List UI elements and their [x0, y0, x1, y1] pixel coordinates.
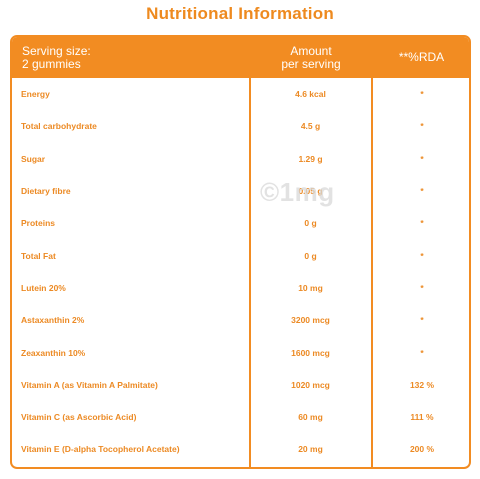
nutrient-name: Total Fat — [21, 250, 56, 261]
amount-per-serving: 0 g — [304, 250, 317, 261]
page-title: Nutritional Information — [146, 4, 334, 23]
column-divider — [371, 37, 373, 467]
table-row: Energy 4.6 kcal * — [12, 78, 469, 110]
nutrient-name: Vitamin A (as Vitamin A Palmitate) — [21, 379, 158, 390]
rda-value: 200 % — [409, 444, 435, 455]
amount-per-serving: 3200 mcg — [291, 315, 330, 326]
header-amount-line2: per serving — [281, 56, 341, 71]
table-header: Serving size: 2 gummies Amount per servi… — [12, 37, 469, 78]
amount-per-serving: 20 mg — [298, 444, 323, 455]
table-row: Total Fat 0 g * — [12, 239, 469, 271]
table-row: Astaxanthin 2% 3200 mcg * — [12, 304, 469, 336]
amount-per-serving: 1.29 g — [298, 153, 323, 164]
table-row: Vitamin C (as Ascorbic Acid) 60 mg 111 % — [12, 401, 469, 433]
table-row: Vitamin A (as Vitamin A Palmitate) 1020 m… — [12, 369, 469, 401]
header-serving-size-line2: 2 gummies — [22, 56, 81, 71]
nutrient-name: Sugar — [21, 153, 46, 164]
rda-value: * — [420, 250, 424, 261]
header-rda: **%RDA — [398, 50, 445, 64]
table-row: Lutein 20% 10 mg * — [12, 272, 469, 304]
rda-value: * — [420, 315, 424, 326]
nutrient-name: Lutein 20% — [21, 282, 66, 293]
header-serving-size: Serving size: 2 gummies — [12, 37, 250, 78]
header-amount: Amount per serving — [250, 37, 372, 78]
table-body: Energy 4.6 kcal * Total carbohydrate 4.5 g * S… — [12, 78, 469, 466]
rda-value: 132 % — [409, 379, 435, 390]
amount-per-serving: 10 mg — [298, 282, 323, 293]
table-row: Dietary fibre 0.05 g * — [12, 175, 469, 207]
nutrient-name: Energy — [21, 89, 50, 100]
table-row: Proteins 0 g * — [12, 207, 469, 239]
column-divider — [249, 37, 251, 467]
amount-per-serving: 4.5 g — [300, 121, 321, 132]
table-row: Vitamin E (D-alpha Tocopherol Acetate) 20… — [12, 433, 469, 465]
nutrient-name: Total carbohydrate — [21, 121, 97, 132]
nutrient-name: Proteins — [21, 218, 56, 229]
rda-value: * — [420, 282, 424, 293]
amount-per-serving: 1020 mcg — [291, 379, 330, 390]
amount-per-serving: 4.6 kcal — [295, 89, 326, 100]
header-serving-size-line1: Serving size: — [22, 43, 91, 58]
table-row: Zeaxanthin 10% 1600 mcg * — [12, 336, 469, 368]
rda-value: * — [420, 153, 424, 164]
rda-value: * — [420, 89, 424, 100]
amount-per-serving: 60 mg — [298, 412, 323, 423]
nutrient-name: Dietary fibre — [21, 186, 71, 197]
nutrition-table: Serving size: 2 gummies Amount per servi… — [10, 35, 471, 469]
header-amount-line1: Amount — [290, 43, 332, 58]
rda-value: * — [420, 218, 424, 229]
rda-value: * — [420, 186, 424, 197]
amount-per-serving: 0 g — [304, 218, 317, 229]
nutrient-name: Vitamin E (D-alpha Tocopherol Acetate) — [21, 444, 180, 455]
rda-value: * — [420, 121, 424, 132]
nutrient-name: Zeaxanthin 10% — [21, 347, 86, 358]
rda-value: 111 % — [410, 412, 434, 423]
nutrient-name: Astaxanthin 2% — [21, 315, 85, 326]
amount-per-serving: 1600 mcg — [291, 347, 330, 358]
nutrient-name: Vitamin C (as Ascorbic Acid) — [21, 412, 137, 423]
table-row: Sugar 1.29 g * — [12, 143, 469, 175]
amount-per-serving: 0.05 g — [298, 186, 323, 197]
table-row: Total carbohydrate 4.5 g * — [12, 110, 469, 142]
rda-value: * — [420, 347, 424, 358]
